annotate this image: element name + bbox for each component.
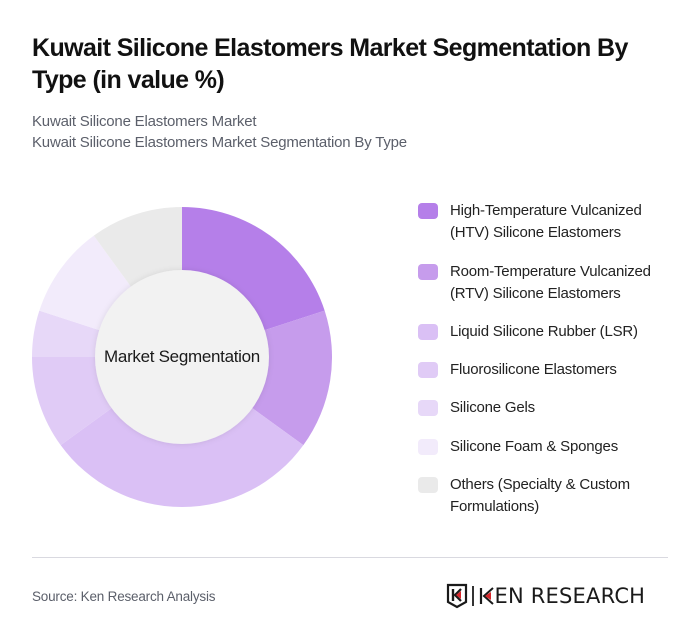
legend-item-others[interactable]: Others (Specialty & Custom Formulations) [418,474,675,518]
ken-research-logo: EN RESEARCH [446,583,645,609]
legend-swatch [418,400,438,416]
legend-label: Room-Temperature Vulcanized (RTV) Silico… [450,263,651,302]
legend-label: Others (Specialty & Custom Formulations) [450,476,630,515]
legend-label: High-Temperature Vulcanized (HTV) Silico… [450,202,642,241]
legend-item-gels[interactable]: Silicone Gels [418,397,675,419]
legend-swatch [418,324,438,340]
source-note: Source: Ken Research Analysis [32,589,216,604]
logo-separator [472,586,474,606]
legend-label: Silicone Foam & Sponges [450,438,618,455]
legend-item-fluorosilicone[interactable]: Fluorosilicone Elastomers [418,359,675,381]
legend-swatch [418,477,438,493]
logo-text: EN RESEARCH [494,584,646,608]
legend-label: Fluorosilicone Elastomers [450,361,617,378]
footer-divider [32,557,668,558]
legend-item-foam[interactable]: Silicone Foam & Sponges [418,436,675,458]
ken-k-icon [479,587,494,605]
legend-item-htv[interactable]: High-Temperature Vulcanized (HTV) Silico… [418,200,675,244]
legend-swatch [418,362,438,378]
legend-label: Silicone Gels [450,399,535,416]
ken-shield-icon [446,583,468,609]
subtitle-market: Kuwait Silicone Elastomers Market [32,113,257,130]
donut-chart: Market Segmentation [32,207,332,507]
donut-svg [32,207,332,507]
subtitle-segmentation: Kuwait Silicone Elastomers Market Segmen… [32,134,407,151]
legend-label: Liquid Silicone Rubber (LSR) [450,323,638,340]
legend-swatch [418,439,438,455]
legend-swatch [418,264,438,280]
legend-swatch [418,203,438,219]
legend-item-rtv[interactable]: Room-Temperature Vulcanized (RTV) Silico… [418,261,675,305]
legend-item-lsr[interactable]: Liquid Silicone Rubber (LSR) [418,321,675,343]
chart-title: Kuwait Silicone Elastomers Market Segmen… [32,34,628,94]
donut-center [95,270,269,444]
